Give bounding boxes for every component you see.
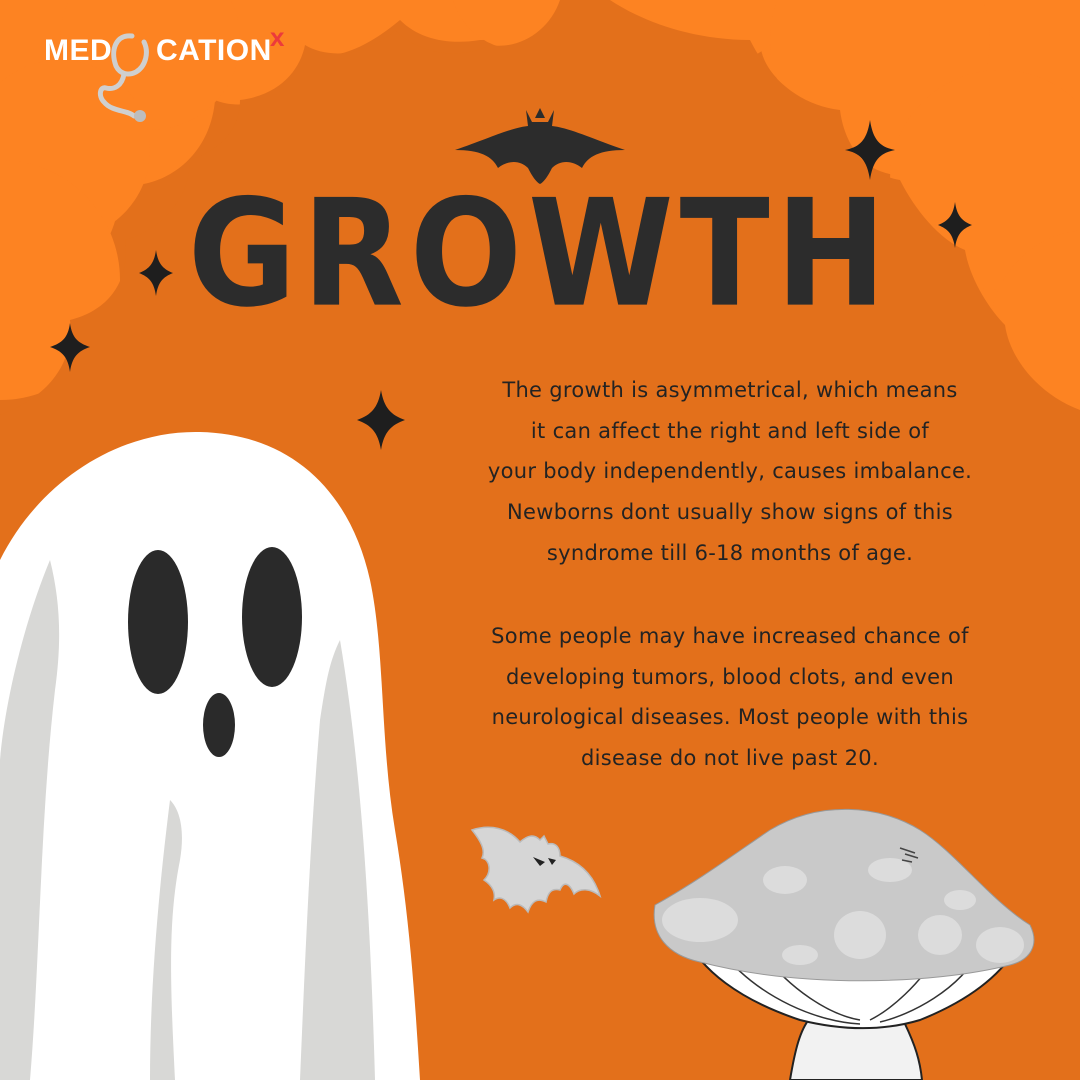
mushroom-illustration	[653, 808, 1035, 1080]
paragraph-line: it can affect the right and left side of	[530, 418, 930, 443]
paragraph-line: your body independently, causes imbalanc…	[487, 459, 973, 484]
page-title: GROWTH	[187, 168, 893, 341]
paragraph-line: Some people may have increased chance of	[491, 624, 969, 648]
paragraph-1: The growth is asymmetrical, which means …	[440, 370, 1020, 574]
brand-left: MED	[44, 34, 113, 67]
brand-logo: MED CATION x	[42, 22, 302, 123]
paragraph-line: disease do not live past 20.	[581, 746, 879, 771]
ghost-illustration	[0, 431, 420, 1080]
close-x-icon: x	[270, 22, 285, 52]
sparkle-icon	[50, 120, 972, 450]
stethoscope-icon	[97, 33, 149, 122]
paragraph-line: neurological diseases. Most people with …	[491, 705, 969, 730]
paragraph-line: The growth is asymmetrical, which means	[502, 378, 958, 402]
paragraph-line: syndrome till 6-18 months of age.	[546, 540, 914, 565]
brand-right: CATION	[156, 34, 272, 67]
paragraph-2: Some people may have increased chance of…	[440, 616, 1020, 779]
paragraph-line: developing tumors, blood clots, and even	[506, 664, 954, 689]
paragraph-line: Newborns dont usually show signs of this	[507, 500, 953, 525]
bat-icon	[455, 108, 625, 184]
small-bat-icon	[470, 826, 602, 914]
